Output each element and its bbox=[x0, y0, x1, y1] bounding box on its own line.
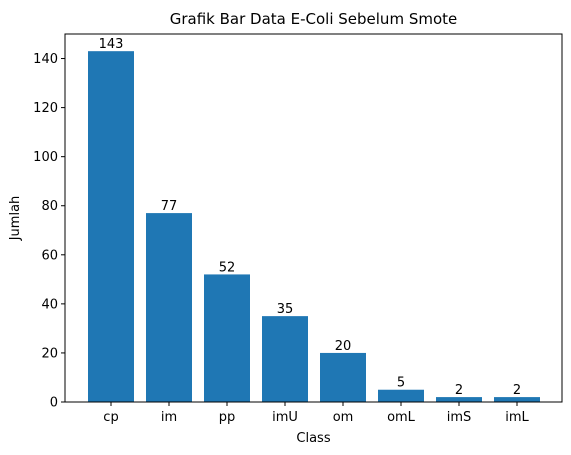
bar-imS bbox=[436, 397, 482, 402]
y-tick-label-100: 100 bbox=[33, 150, 58, 165]
y-tick-label-80: 80 bbox=[41, 199, 58, 214]
x-axis-label: Class bbox=[296, 431, 330, 446]
y-tick-label-140: 140 bbox=[33, 52, 58, 67]
chart-title: Grafik Bar Data E-Coli Sebelum Smote bbox=[170, 10, 458, 28]
x-tick-label-om: om bbox=[333, 410, 354, 425]
bar-imU bbox=[262, 316, 308, 402]
bar-om bbox=[320, 352, 366, 402]
data-label-om: 20 bbox=[335, 339, 352, 354]
bar-cp bbox=[88, 51, 134, 402]
data-label-cp: 143 bbox=[99, 37, 124, 52]
y-axis-label: Jumlah bbox=[8, 196, 23, 242]
data-label-im: 77 bbox=[161, 199, 178, 214]
bar-pp bbox=[204, 274, 250, 402]
x-tick-label-im: im bbox=[161, 410, 177, 425]
x-tick-label-imS: imS bbox=[447, 410, 472, 425]
y-tick-label-0: 0 bbox=[50, 396, 58, 411]
x-tick-label-omL: omL bbox=[387, 410, 416, 425]
y-axis: 0 20 40 60 80 100 120 140 bbox=[33, 52, 65, 411]
bars-group bbox=[88, 51, 540, 402]
x-tick-label-cp: cp bbox=[103, 410, 118, 425]
bar-imL bbox=[494, 397, 540, 402]
bar-im bbox=[146, 213, 192, 402]
x-tick-label-imU: imU bbox=[272, 410, 298, 425]
data-label-omL: 5 bbox=[397, 376, 405, 391]
data-label-pp: 52 bbox=[219, 260, 236, 275]
x-tick-label-pp: pp bbox=[219, 410, 236, 425]
plot-frame bbox=[64, 33, 563, 403]
x-tick-label-imL: imL bbox=[505, 410, 529, 425]
y-tick-label-40: 40 bbox=[41, 297, 58, 312]
data-label-imL: 2 bbox=[513, 383, 521, 398]
y-tick-label-120: 120 bbox=[33, 101, 58, 116]
bar-omL bbox=[378, 389, 424, 402]
data-label-imU: 35 bbox=[277, 302, 294, 317]
data-label-imS: 2 bbox=[455, 383, 463, 398]
y-tick-label-20: 20 bbox=[41, 346, 58, 361]
y-tick-label-60: 60 bbox=[41, 248, 58, 263]
x-axis: cp im pp imU om omL imS imL bbox=[103, 402, 530, 425]
